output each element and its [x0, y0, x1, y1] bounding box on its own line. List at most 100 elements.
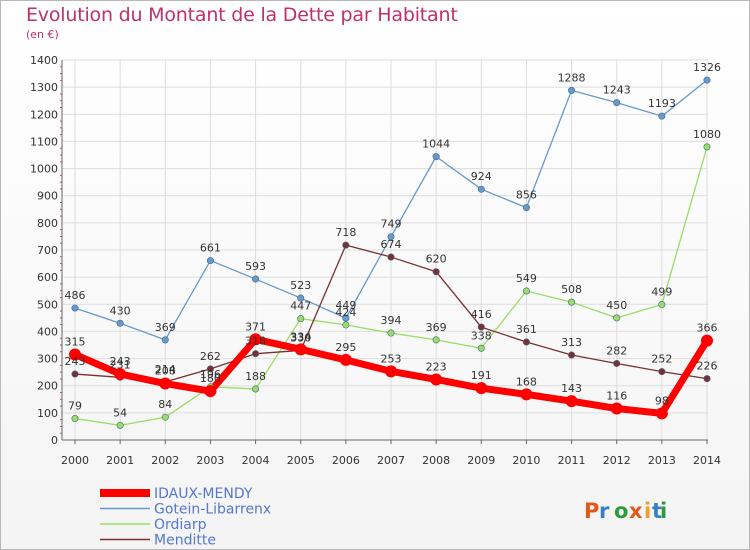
data-point: [613, 99, 621, 107]
data-point: [658, 368, 666, 376]
data-label: 447: [290, 300, 311, 313]
y-tick-label: 800: [37, 217, 58, 230]
data-label: 243: [65, 355, 86, 368]
data-label: 168: [516, 375, 537, 388]
legend-label: Gotein-Libarrenx: [154, 502, 271, 518]
logo-letter: r: [599, 499, 610, 523]
y-tick-label: 700: [37, 244, 58, 257]
x-tick-label: 2001: [106, 454, 134, 467]
data-point: [387, 233, 395, 241]
data-point: [342, 241, 350, 249]
data-point: [568, 351, 576, 359]
data-point: [522, 338, 530, 346]
data-label: 253: [381, 352, 402, 365]
x-tick-label: 2007: [377, 454, 405, 467]
data-point: [114, 368, 127, 381]
data-label: 180: [200, 372, 221, 385]
y-tick-label: 1300: [30, 81, 58, 94]
data-label: 1288: [558, 71, 586, 84]
x-tick-label: 2003: [196, 454, 224, 467]
data-point: [432, 153, 440, 161]
data-point: [477, 344, 485, 352]
data-point: [71, 415, 79, 423]
logo-letter: i: [644, 499, 651, 523]
data-point: [294, 343, 307, 356]
data-label: 361: [516, 323, 537, 336]
data-point: [71, 304, 79, 312]
data-label: 262: [200, 350, 221, 363]
data-label: 84: [158, 398, 172, 411]
data-point: [703, 143, 711, 151]
data-point: [71, 370, 79, 378]
data-label: 369: [155, 321, 176, 334]
data-point: [206, 365, 214, 373]
x-tick-label: 2002: [151, 454, 179, 467]
x-tick-label: 2010: [512, 454, 540, 467]
data-point: [116, 421, 124, 429]
data-label: 334: [290, 330, 311, 343]
data-label: 674: [381, 238, 402, 251]
data-label: 315: [65, 336, 86, 349]
y-tick-label: 1000: [30, 163, 58, 176]
data-label: 1243: [603, 84, 631, 97]
legend-label: IDAUX-MENDY: [154, 486, 253, 502]
data-label: 295: [335, 341, 356, 354]
x-tick-label: 2011: [558, 454, 586, 467]
logo-letter: t: [652, 499, 662, 523]
data-point: [387, 253, 395, 261]
legend-label: Menditte: [154, 533, 216, 549]
data-label: 313: [561, 336, 582, 349]
data-point: [297, 315, 305, 323]
data-label: 243: [110, 355, 131, 368]
legend: IDAUX-MENDYGotein-LibarrenxOrdiarpMendit…: [100, 486, 271, 549]
data-point: [658, 301, 666, 309]
data-label: 371: [245, 320, 266, 333]
data-label: 214: [155, 363, 176, 376]
data-label: 620: [426, 253, 447, 266]
data-label: 231: [110, 358, 131, 371]
data-label: 318: [245, 335, 266, 348]
x-tick-label: 2014: [693, 454, 721, 467]
y-tick-label: 900: [37, 190, 58, 203]
data-label: 450: [606, 299, 627, 312]
data-label: 143: [561, 382, 582, 395]
data-label: 54: [113, 406, 127, 419]
y-tick-label: 100: [37, 407, 58, 420]
data-point: [342, 314, 350, 322]
data-label: 1080: [693, 128, 721, 141]
data-point: [249, 333, 262, 346]
data-label: 366: [697, 322, 718, 335]
data-point: [658, 112, 666, 120]
chart-title: Evolution du Montant de la Dette par Hab…: [26, 4, 458, 26]
data-point: [161, 336, 169, 344]
data-label: 191: [471, 369, 492, 382]
logo-letter: P: [584, 499, 599, 523]
x-tick-label: 2004: [242, 454, 270, 467]
x-tick-label: 2008: [422, 454, 450, 467]
logo-letter: o: [614, 499, 628, 523]
data-point: [69, 348, 81, 361]
data-point: [565, 395, 578, 408]
y-tick-label: 300: [37, 353, 58, 366]
data-point: [161, 413, 169, 421]
data-label: 424: [335, 306, 356, 319]
data-point: [385, 365, 397, 378]
data-label: 79: [68, 400, 82, 413]
y-tick-label: 500: [37, 298, 58, 311]
data-point: [568, 298, 576, 306]
data-points-layer: [69, 76, 713, 429]
data-point: [339, 353, 352, 366]
data-labels-layer: 315 243 208 180 371 334 295 253 223 191 168 143 116 9…: [65, 61, 722, 419]
data-label: 330: [290, 331, 311, 344]
data-label: 252: [651, 353, 672, 366]
data-point: [610, 402, 623, 415]
x-tick-label: 2012: [603, 454, 631, 467]
data-label: 338: [471, 329, 492, 342]
data-point: [475, 382, 488, 395]
data-label: 593: [245, 260, 266, 273]
data-point: [655, 407, 668, 420]
data-label: 718: [335, 226, 356, 239]
x-tick-label: 2009: [467, 454, 495, 467]
data-point: [522, 287, 530, 295]
